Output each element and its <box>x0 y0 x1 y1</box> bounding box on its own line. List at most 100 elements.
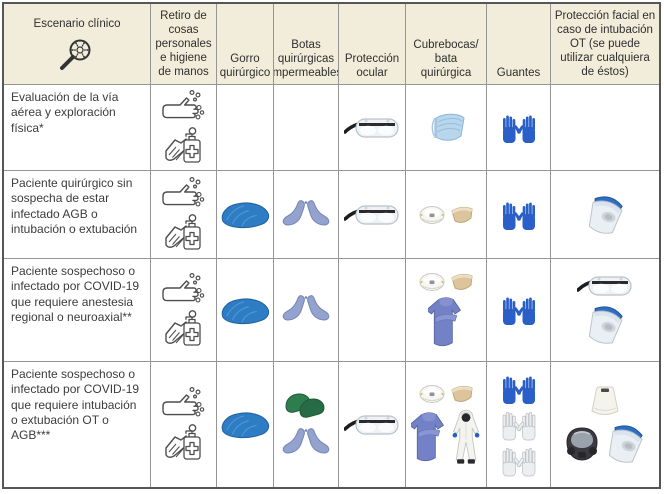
scenario-text: Paciente sospechoso o infectado por COVI… <box>11 367 140 443</box>
handwash-icon <box>161 272 207 305</box>
surgical-cap-icon <box>219 409 271 440</box>
fluid-shield-mask-icon <box>449 272 475 292</box>
ppe-cell-facial <box>551 362 659 487</box>
surgical-clogs-icon <box>283 389 329 422</box>
header-label-cubrebocas: Cubrebocas/ bata quirúrgica <box>413 38 479 79</box>
ppe-cell-facial <box>551 85 659 170</box>
icon-group <box>577 273 633 299</box>
ppe-cell-botas <box>274 171 338 258</box>
ppe-cell-ocular <box>339 259 405 361</box>
icon-group <box>281 198 331 232</box>
icon-group <box>164 126 204 166</box>
handwash-icon <box>161 386 207 419</box>
nitrile-gloves-blue-icon <box>500 112 538 144</box>
icon-group <box>410 408 482 466</box>
icon-group <box>428 296 464 348</box>
magnifier-virus-icon <box>58 37 96 71</box>
header-cell-cubrebocas: Cubrebocas/ bata quirúrgica <box>406 4 486 84</box>
icon-group <box>283 389 329 422</box>
safety-goggles-icon <box>344 412 400 438</box>
n95-respirator-icon <box>418 384 446 404</box>
shoe-covers-icon <box>281 293 331 327</box>
header-cell-retiro: Retiro de cosas personales e higiene de … <box>151 4 216 84</box>
handwash-icon <box>161 89 207 122</box>
ppe-cell-ocular <box>339 85 405 170</box>
surgical-mask-icon <box>424 111 468 145</box>
icon-group <box>161 272 207 305</box>
ppe-cell-retiro <box>151 171 216 258</box>
sterile-gloves-white-icon <box>500 445 538 477</box>
n95-respirator-icon <box>418 205 446 225</box>
icon-group <box>161 89 207 122</box>
full-face-respirator-icon <box>564 426 600 461</box>
handwash-icon <box>161 176 207 209</box>
scenario-cell: Paciente quirúrgico sin sospecha de esta… <box>4 171 150 258</box>
scenario-text: Evaluación de la vía aérea y exploración… <box>11 90 119 135</box>
surgical-gown-icon <box>428 296 464 348</box>
ppe-cell-retiro <box>151 85 216 170</box>
scenario-cell: Evaluación de la vía aérea y exploración… <box>4 85 150 170</box>
fluid-shield-mask-icon <box>449 384 475 404</box>
sanitizer-bottle-icon <box>164 309 204 349</box>
icon-group <box>418 384 475 404</box>
ppe-cell-guantes <box>487 259 550 361</box>
icon-group <box>424 111 468 145</box>
ppe-cell-retiro <box>151 259 216 361</box>
ppe-cell-facial <box>551 171 659 258</box>
ppe-cell-ocular <box>339 362 405 487</box>
face-shield-icon <box>603 422 647 466</box>
icon-group <box>418 205 475 225</box>
ppe-cell-guantes <box>487 85 550 170</box>
icon-group <box>161 176 207 209</box>
header-cell-botas: Botas quirúrgicas impermeables <box>274 4 338 84</box>
ppe-cell-cubrebocas <box>406 259 486 361</box>
fluid-shield-mask-icon <box>449 205 475 225</box>
surgical-gown-icon <box>410 411 447 463</box>
ppe-cell-retiro <box>151 362 216 487</box>
icon-group <box>500 199 538 231</box>
icon-group <box>500 445 538 477</box>
header-cell-guantes: Guantes <box>487 4 550 84</box>
icon-group <box>583 193 627 237</box>
safety-goggles-icon <box>344 202 400 228</box>
icon-group <box>583 303 627 347</box>
ppe-cell-cubrebocas <box>406 85 486 170</box>
header-label-gorro: Gorro quirúrgico <box>219 52 271 79</box>
icon-group <box>219 199 271 230</box>
ppe-cell-facial <box>551 259 659 361</box>
icon-group <box>564 422 647 466</box>
icon-group <box>588 384 622 418</box>
sterile-gloves-white-icon <box>500 409 538 441</box>
shoe-covers-icon <box>281 198 331 232</box>
header-label-botas: Botas quirúrgicas impermeables <box>274 38 338 79</box>
face-shield-icon <box>583 193 627 237</box>
nitrile-gloves-blue-icon <box>500 373 538 405</box>
header-cell-ocular: Protección ocular <box>339 4 405 84</box>
scenario-text: Paciente sospechoso o infectado por COVI… <box>11 264 140 325</box>
header-label-escenario: Escenario clínico <box>33 17 121 30</box>
scenario-text: Paciente quirúrgico sin sospecha de esta… <box>11 176 138 237</box>
papr-hood-icon <box>588 384 622 418</box>
ppe-cell-cubrebocas <box>406 171 486 258</box>
scenario-cell: Paciente sospechoso o infectado por COVI… <box>4 362 150 487</box>
header-cell-escenario: Escenario clínico <box>4 4 150 84</box>
shoe-covers-icon <box>281 426 331 460</box>
nitrile-gloves-blue-icon <box>500 294 538 326</box>
scenario-cell: Paciente sospechoso o infectado por COVI… <box>4 259 150 361</box>
icon-group <box>219 409 271 440</box>
icon-group <box>164 213 204 253</box>
n95-respirator-icon <box>418 272 446 292</box>
header-label-facial: Protección facial en caso de intubación … <box>554 9 656 79</box>
surgical-cap-icon <box>219 199 271 230</box>
header-cell-facial: Protección facial en caso de intubación … <box>551 4 659 84</box>
sanitizer-bottle-icon <box>164 213 204 253</box>
ppe-cell-botas <box>274 362 338 487</box>
ppe-cell-gorro <box>217 259 273 361</box>
ppe-table: Escenario clínico Retiro de cosas persona… <box>2 2 661 489</box>
ppe-cell-ocular <box>339 171 405 258</box>
ppe-cell-gorro <box>217 85 273 170</box>
icon-group <box>219 295 271 326</box>
icon-group <box>164 309 204 349</box>
header-cell-gorro: Gorro quirúrgico <box>217 4 273 84</box>
safety-goggles-icon <box>344 115 400 141</box>
